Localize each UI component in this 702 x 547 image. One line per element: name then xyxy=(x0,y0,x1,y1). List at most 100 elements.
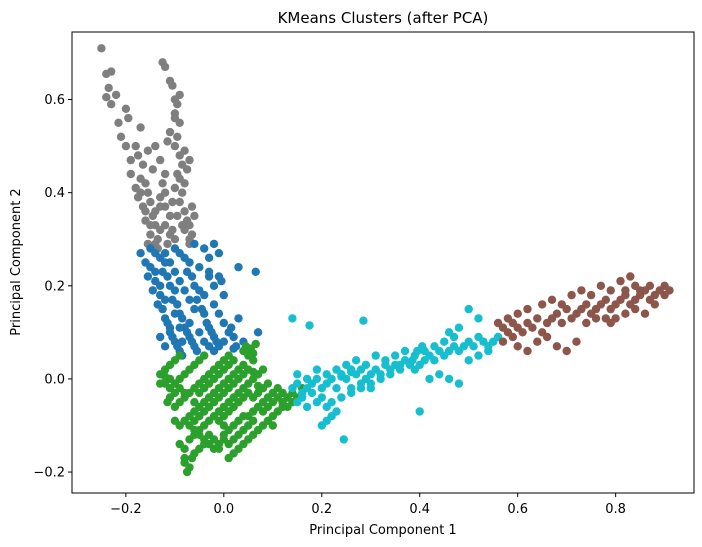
data-point xyxy=(513,309,522,318)
data-point xyxy=(356,379,366,388)
data-point xyxy=(567,314,576,323)
data-point xyxy=(156,281,165,290)
data-point xyxy=(143,188,153,197)
data-point xyxy=(464,304,473,314)
data-point xyxy=(187,272,197,281)
data-point xyxy=(251,267,260,276)
data-point xyxy=(126,169,135,179)
series-4-points xyxy=(493,272,674,356)
data-point xyxy=(185,155,194,165)
data-point xyxy=(253,381,263,391)
data-point xyxy=(547,314,557,323)
data-point xyxy=(454,379,464,388)
data-point xyxy=(107,100,116,109)
data-point xyxy=(234,263,243,272)
data-point xyxy=(163,272,172,281)
data-point xyxy=(322,402,331,412)
x-tick-label: 0.0 xyxy=(213,502,234,517)
data-point xyxy=(97,44,106,53)
data-point xyxy=(187,202,197,211)
x-tick-label: −0.2 xyxy=(110,502,142,517)
data-point xyxy=(178,337,187,346)
data-point xyxy=(342,360,351,370)
data-point xyxy=(337,372,346,381)
data-point xyxy=(219,318,228,328)
data-point xyxy=(547,295,557,304)
data-point xyxy=(136,123,145,132)
data-point xyxy=(173,100,182,109)
data-point xyxy=(631,281,640,290)
data-point xyxy=(302,374,312,384)
data-point xyxy=(163,398,172,407)
data-point xyxy=(143,146,153,155)
data-point xyxy=(322,416,331,425)
x-tick-label: 0.6 xyxy=(507,502,528,517)
data-point xyxy=(168,197,177,207)
data-point xyxy=(533,314,542,323)
data-point xyxy=(430,356,439,365)
data-point xyxy=(160,221,170,230)
data-point xyxy=(151,267,160,276)
data-point xyxy=(418,342,427,351)
y-tick-label: 0.6 xyxy=(44,93,65,108)
data-point xyxy=(165,127,175,137)
data-point xyxy=(121,141,131,151)
data-point xyxy=(146,230,155,239)
data-point xyxy=(126,155,135,165)
data-point xyxy=(209,300,219,309)
data-point xyxy=(151,141,160,151)
data-point xyxy=(156,332,165,342)
data-point xyxy=(173,132,182,141)
data-point xyxy=(430,342,439,351)
data-point xyxy=(185,258,194,267)
data-point xyxy=(533,337,542,346)
data-point xyxy=(498,323,508,332)
data-point xyxy=(513,342,522,351)
data-point xyxy=(572,337,581,346)
data-point xyxy=(538,300,547,309)
data-point xyxy=(229,344,238,353)
data-point xyxy=(107,67,116,76)
data-point xyxy=(293,379,302,388)
data-point xyxy=(246,344,255,353)
data-point xyxy=(444,328,454,337)
series-3-points xyxy=(288,304,503,444)
data-point xyxy=(249,356,258,365)
data-point xyxy=(204,267,214,276)
data-point xyxy=(160,295,170,304)
data-point xyxy=(195,263,204,272)
data-point xyxy=(170,235,180,244)
data-point xyxy=(116,132,126,141)
data-point xyxy=(156,379,165,388)
data-point xyxy=(185,295,194,304)
data-point xyxy=(168,81,177,90)
data-point xyxy=(528,323,537,332)
data-point xyxy=(170,141,180,151)
data-point xyxy=(359,316,368,325)
data-point xyxy=(386,370,395,379)
data-point xyxy=(508,332,517,342)
data-point xyxy=(200,244,209,253)
data-point xyxy=(596,300,606,309)
data-point xyxy=(187,230,197,239)
series-2-points xyxy=(156,339,307,477)
ticks-layer: −0.2 0.0 0.2 0.4 0.6 0.8 −0.2 0.0 0.2 0.4 0.6 xyxy=(33,93,626,517)
data-point xyxy=(190,211,199,221)
data-point xyxy=(347,384,356,393)
data-point xyxy=(185,221,194,230)
data-point xyxy=(444,374,454,384)
data-point xyxy=(200,351,209,360)
data-point xyxy=(104,83,113,93)
data-point xyxy=(175,323,184,332)
data-point xyxy=(474,314,483,323)
data-point xyxy=(371,351,380,360)
data-point xyxy=(182,165,192,174)
data-point xyxy=(376,374,385,384)
data-point xyxy=(395,360,405,370)
data-point xyxy=(160,249,170,258)
data-point xyxy=(552,342,562,351)
data-point xyxy=(175,439,184,449)
data-point xyxy=(160,372,170,381)
data-point xyxy=(283,402,292,412)
